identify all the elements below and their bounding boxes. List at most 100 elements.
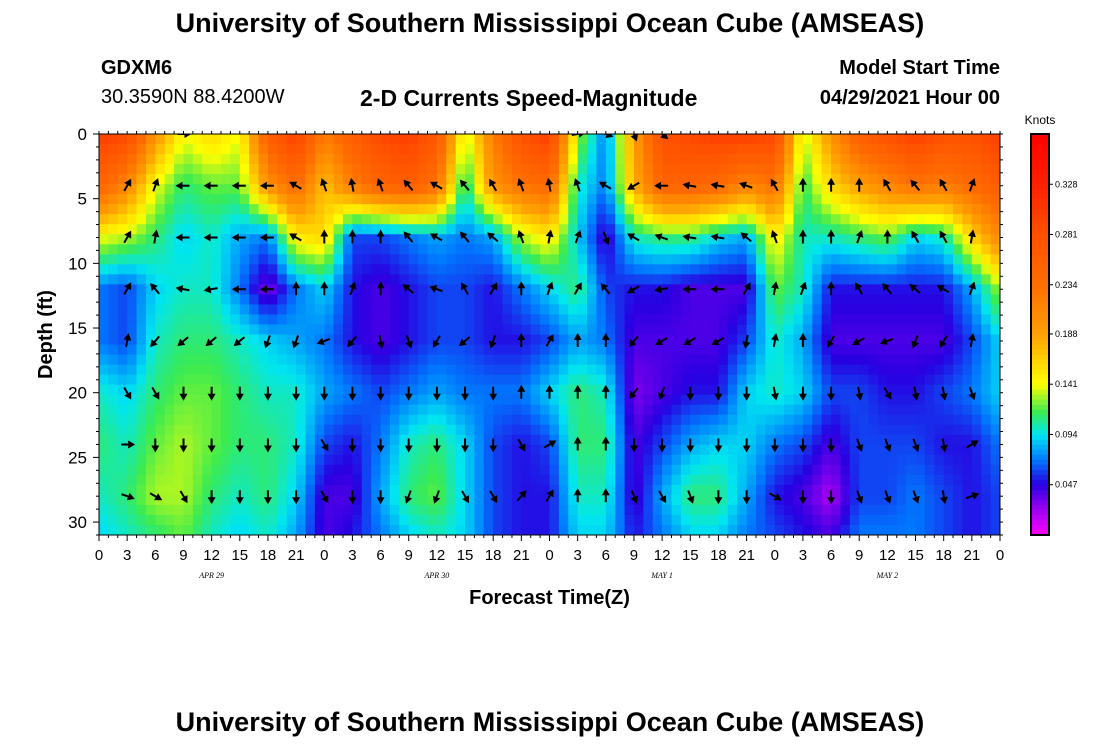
heatmap-cell — [352, 134, 363, 145]
heatmap-cell — [474, 144, 485, 155]
heatmap-cell — [221, 254, 231, 265]
heatmap-cell — [624, 414, 635, 426]
heatmap-cell — [662, 484, 673, 496]
heatmap-cell — [840, 434, 851, 446]
heatmap-cell — [258, 414, 269, 426]
arrow-head — [879, 337, 888, 346]
heatmap-cell — [136, 214, 147, 225]
x-tick-label: 12 — [429, 547, 446, 564]
heatmap-cell — [605, 214, 616, 225]
heatmap-cell — [540, 434, 551, 446]
heatmap-cell — [333, 164, 344, 175]
heatmap-cell — [127, 494, 138, 506]
heatmap-cell — [277, 204, 288, 215]
heatmap-cell — [99, 474, 109, 486]
heatmap-cell — [258, 444, 269, 456]
heatmap-cell — [174, 324, 185, 336]
heatmap-cell — [333, 324, 344, 336]
heatmap-cell — [981, 454, 992, 466]
arrow-head — [489, 178, 497, 187]
heatmap-cell — [840, 164, 851, 175]
heatmap-cell — [136, 324, 147, 336]
heatmap-cell — [164, 294, 175, 306]
colorbar-segment — [1031, 499, 1049, 506]
heatmap-cell — [108, 424, 119, 436]
heatmap-cell — [765, 254, 776, 265]
heatmap-cell — [934, 524, 945, 535]
heatmap-cell — [333, 514, 344, 526]
heatmap-cell — [408, 484, 419, 496]
heatmap-cell — [699, 514, 710, 526]
heatmap-cell — [521, 444, 532, 456]
heatmap-cell — [793, 174, 804, 185]
heatmap-cell — [981, 484, 992, 496]
heatmap-cell — [389, 334, 400, 346]
current-arrow — [516, 490, 527, 502]
current-arrow — [740, 232, 752, 243]
heatmap-cell — [408, 334, 419, 346]
heatmap-cell — [521, 374, 532, 386]
heatmap-cell — [117, 214, 128, 225]
heatmap-cell — [361, 314, 372, 326]
heatmap-cell — [230, 174, 241, 185]
arrow-head — [939, 339, 947, 348]
heatmap-cell — [605, 464, 616, 476]
heatmap-cell — [765, 314, 776, 326]
heatmap-cell — [662, 464, 673, 476]
heatmap-cell — [821, 494, 832, 506]
heatmap-cell — [408, 184, 419, 195]
heatmap-cell — [540, 164, 551, 175]
heatmap-cell — [793, 164, 804, 175]
heatmap-cell — [981, 324, 992, 336]
heatmap-cell — [587, 384, 598, 396]
heatmap-cell — [774, 334, 785, 346]
heatmap-cell — [549, 304, 560, 316]
heatmap-cell — [962, 174, 973, 185]
heatmap-cell — [192, 384, 203, 396]
heatmap-cell — [924, 514, 935, 526]
heatmap-cell — [530, 244, 541, 255]
heatmap-cell — [568, 414, 579, 426]
model-start-label: Model Start Time — [839, 57, 1000, 79]
heatmap-cell — [521, 214, 532, 225]
heatmap-cell — [971, 364, 982, 376]
heatmap-cell — [530, 474, 541, 486]
heatmap-cell — [784, 184, 795, 195]
heatmap-cell — [577, 494, 588, 506]
heatmap-cell — [633, 344, 644, 356]
heatmap-cell — [239, 294, 250, 306]
heatmap-cell — [99, 194, 109, 205]
heatmap-cell — [352, 274, 363, 285]
heatmap-cell — [145, 194, 156, 205]
heatmap-cell — [821, 334, 832, 346]
heatmap-cell — [352, 404, 363, 416]
heatmap-cell — [784, 464, 795, 476]
heatmap-cell — [793, 494, 804, 506]
heatmap-cell — [906, 334, 917, 346]
heatmap-cell — [493, 184, 504, 195]
heatmap-cell — [202, 144, 213, 155]
heatmap-cell — [155, 484, 166, 496]
arrow-head — [798, 393, 807, 401]
heatmap-cell — [821, 214, 832, 225]
arrow-head — [855, 444, 864, 453]
heatmap-cell — [877, 344, 888, 356]
heatmap-cell — [145, 344, 156, 356]
current-arrow — [207, 490, 216, 505]
heatmap-cell — [136, 294, 147, 306]
heatmap-cell — [455, 404, 466, 416]
heatmap-cell — [183, 274, 194, 285]
heatmap-cell — [737, 294, 748, 306]
heatmap-cell — [680, 384, 691, 396]
heatmap-cell — [502, 174, 513, 185]
heatmap-cell — [868, 434, 879, 446]
arrow-head — [348, 393, 357, 401]
heatmap-cell — [286, 134, 297, 145]
heatmap-cell — [427, 214, 438, 225]
heatmap-cell — [324, 134, 335, 145]
heatmap-cell — [324, 254, 335, 265]
current-arrow — [798, 333, 807, 347]
heatmap-cell — [831, 384, 842, 396]
heatmap-cell — [286, 444, 297, 456]
heatmap-cell — [286, 314, 297, 326]
